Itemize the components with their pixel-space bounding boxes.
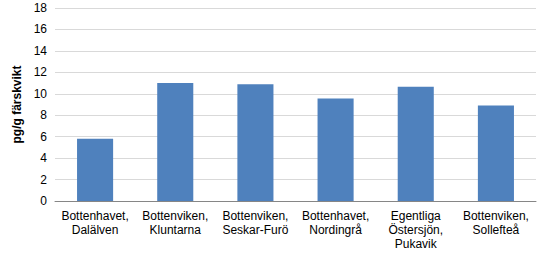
- svg-text:Kluntarna: Kluntarna: [150, 223, 202, 237]
- svg-text:18: 18: [34, 1, 48, 15]
- svg-text:Sollefteå: Sollefteå: [473, 223, 520, 237]
- svg-text:6: 6: [40, 130, 47, 144]
- svg-text:Bottenhavet,: Bottenhavet,: [61, 209, 128, 223]
- svg-text:10: 10: [34, 87, 48, 101]
- svg-text:Seskar-Furö: Seskar-Furö: [222, 223, 288, 237]
- svg-text:Egentliga: Egentliga: [391, 209, 441, 223]
- svg-text:12: 12: [34, 65, 48, 79]
- svg-text:Dalälven: Dalälven: [72, 223, 119, 237]
- svg-text:16: 16: [34, 22, 48, 36]
- svg-text:pg/g färskvikt: pg/g färskvikt: [10, 65, 24, 143]
- svg-text:Bottenviken,: Bottenviken,: [222, 209, 288, 223]
- svg-text:Bottenviken,: Bottenviken,: [463, 209, 529, 223]
- svg-text:14: 14: [34, 44, 48, 58]
- svg-text:4: 4: [40, 151, 47, 165]
- svg-text:Bottenhavet,: Bottenhavet,: [302, 209, 369, 223]
- svg-text:2: 2: [40, 173, 47, 187]
- svg-text:Bottenviken,: Bottenviken,: [142, 209, 208, 223]
- svg-text:Östersjön,: Östersjön,: [388, 223, 443, 237]
- svg-text:0: 0: [40, 194, 47, 208]
- svg-text:8: 8: [40, 108, 47, 122]
- svg-text:Nordingrå: Nordingrå: [309, 223, 362, 237]
- svg-text:Pukavik: Pukavik: [395, 237, 438, 251]
